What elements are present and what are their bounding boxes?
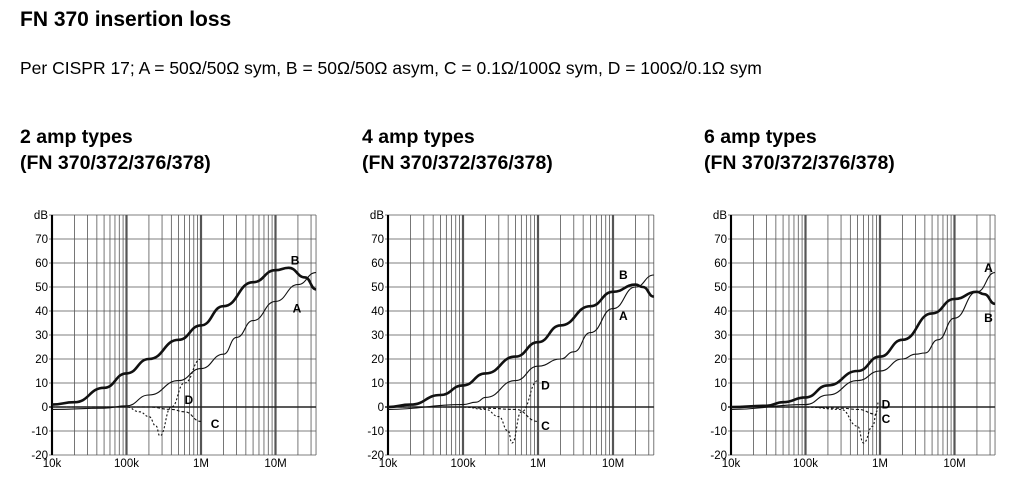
x-tick-label: 10k	[722, 458, 741, 470]
y-tick-label: 10	[714, 378, 727, 390]
x-tick-label: 10M	[264, 458, 286, 470]
y-tick-label: 30	[35, 330, 48, 342]
series-A-label: A	[619, 309, 628, 323]
y-tick-label: -20	[710, 450, 727, 462]
series-C-line	[51, 406, 202, 422]
x-tick-label: 100k	[451, 458, 476, 470]
chart-title-line1: 6 amp types	[704, 126, 817, 148]
x-tick-label: 10k	[43, 458, 62, 470]
y-tick-label: 0	[721, 402, 727, 414]
y-tick-label: 20	[714, 354, 727, 366]
series-C-label: C	[541, 419, 550, 433]
series-B-line	[730, 290, 996, 409]
y-tick-label: 0	[378, 402, 384, 414]
series-B-label: B	[619, 268, 628, 282]
x-tick-label: 10k	[379, 458, 398, 470]
chart-title-4-amp: 4 amp types (FN 370/372/376/378)	[362, 124, 553, 176]
y-tick-label: -10	[367, 426, 384, 438]
x-tick-label: 1M	[872, 458, 888, 470]
series-D-line	[387, 380, 539, 444]
series-A-label: A	[984, 261, 993, 275]
chart-title-line1: 4 amp types	[362, 126, 475, 148]
series-B-label: B	[291, 254, 300, 268]
y-tick-label: -10	[31, 426, 48, 438]
y-tick-label: 0	[42, 402, 48, 414]
series-A-line	[51, 272, 317, 410]
y-tick-label: 50	[714, 282, 727, 294]
y-tick-label: -10	[710, 426, 727, 438]
y-tick-label: 40	[371, 306, 384, 318]
chart-title-line2: (FN 370/372/376/378)	[704, 152, 895, 174]
chart-title-2-amp: 2 amp types (FN 370/372/376/378)	[20, 124, 211, 176]
chart-title-line2: (FN 370/372/376/378)	[20, 152, 211, 174]
series-D-label: D	[541, 378, 550, 392]
series-A-line	[730, 272, 996, 410]
y-tick-label: 60	[714, 258, 727, 270]
series-C-line	[387, 406, 539, 422]
x-tick-label: 100k	[114, 458, 139, 470]
x-tick-label: 1M	[530, 458, 546, 470]
y-tick-label: dB	[713, 210, 727, 222]
chart-title-line2: (FN 370/372/376/378)	[362, 152, 553, 174]
series-A-line	[387, 274, 654, 410]
y-tick-label: -20	[31, 450, 48, 462]
chart-title-6-amp: 6 amp types (FN 370/372/376/378)	[704, 124, 895, 176]
y-tick-label: 50	[35, 282, 48, 294]
y-tick-label: 40	[714, 306, 727, 318]
series-D-label: D	[882, 398, 891, 412]
series-C-label: C	[882, 412, 891, 426]
chart-title-line1: 2 amp types	[20, 126, 133, 148]
series-D-line	[51, 358, 202, 437]
y-tick-label: 40	[35, 306, 48, 318]
y-tick-label: 60	[371, 258, 384, 270]
y-tick-label: 10	[35, 378, 48, 390]
y-tick-label: 20	[35, 354, 48, 366]
y-tick-label: 30	[371, 330, 384, 342]
y-tick-label: 20	[371, 354, 384, 366]
x-tick-label: 100k	[793, 458, 818, 470]
x-tick-label: 10M	[602, 458, 624, 470]
y-tick-label: 60	[35, 258, 48, 270]
y-tick-label: dB	[34, 210, 48, 222]
y-tick-label: 70	[371, 234, 384, 246]
x-tick-label: 1M	[193, 458, 209, 470]
series-A-label: A	[293, 302, 302, 316]
y-tick-label: 10	[371, 378, 384, 390]
series-B-line	[387, 283, 655, 409]
y-tick-label: 50	[371, 282, 384, 294]
y-tick-label: 70	[35, 234, 48, 246]
series-B-label: B	[984, 311, 993, 325]
page-title: FN 370 insertion loss	[20, 8, 232, 31]
y-tick-label: dB	[370, 210, 384, 222]
y-tick-label: 30	[714, 330, 727, 342]
page-subtitle: Per CISPR 17; A = 50Ω/50Ω sym, B = 50Ω/5…	[20, 58, 762, 78]
y-tick-label: -20	[367, 450, 384, 462]
x-tick-label: 10M	[943, 458, 965, 470]
y-tick-label: 70	[714, 234, 727, 246]
series-C-label: C	[211, 417, 220, 431]
series-D-label: D	[184, 393, 193, 407]
series-B-line	[51, 266, 317, 406]
